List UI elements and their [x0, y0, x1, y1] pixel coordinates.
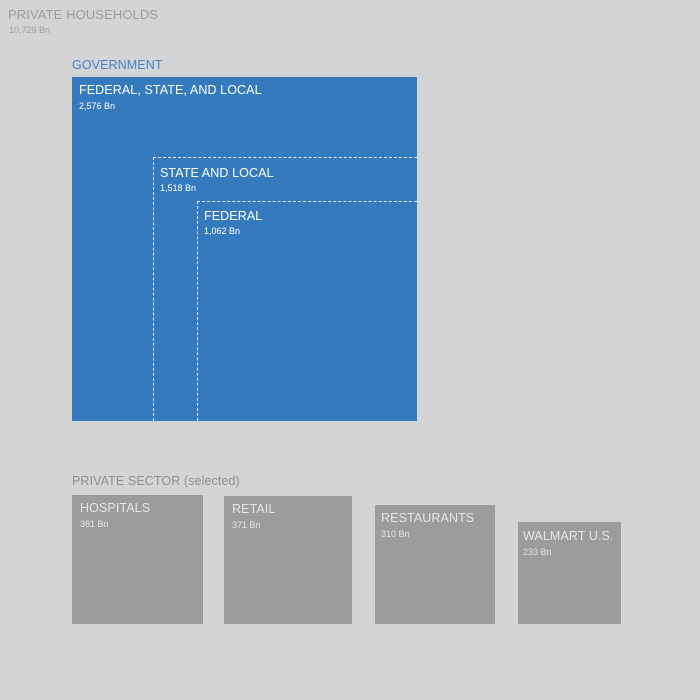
federal-label: FEDERAL	[204, 209, 263, 223]
gov-box-state-local[interactable]: STATE AND LOCAL 1,518 Bn	[153, 157, 417, 421]
ps-box-hospitals[interactable]: HOSPITALS 381 Bn	[72, 495, 203, 624]
ps-value-restaurants: 310 Bn	[381, 529, 410, 539]
ps-box-restaurants[interactable]: RESTAURANTS 310 Bn	[375, 505, 495, 624]
households-value: 10,729 Bn	[9, 25, 51, 35]
ps-value-hospitals: 381 Bn	[80, 519, 109, 529]
ps-value-walmart: 233 Bn	[523, 547, 552, 557]
gov-box-value: 2,576 Bn	[79, 101, 116, 111]
ps-label-walmart: WALMART U.S.	[523, 529, 614, 543]
gov-box-federal-state-local[interactable]: FEDERAL, STATE, AND LOCAL 2,576 Bn	[72, 77, 417, 421]
government-section-title: GOVERNMENT	[72, 58, 163, 72]
households-label: PRIVATE HOUSEHOLDS	[8, 7, 159, 22]
ps-label-hospitals: HOSPITALS	[80, 501, 151, 515]
state-local-value: 1,518 Bn	[160, 183, 197, 193]
ps-box-walmart[interactable]: WALMART U.S. 233 Bn	[518, 522, 621, 624]
federal-value: 1,062 Bn	[204, 226, 241, 236]
state-local-label: STATE AND LOCAL	[160, 166, 274, 180]
private-sector-section-title: PRIVATE SECTOR (selected)	[72, 474, 240, 488]
ps-value-retail: 371 Bn	[232, 520, 261, 530]
ps-box-retail[interactable]: RETAIL 371 Bn	[224, 496, 352, 624]
gov-box-federal[interactable]: FEDERAL 1,062 Bn	[197, 201, 417, 421]
ps-label-retail: RETAIL	[232, 502, 276, 516]
gov-box-label: FEDERAL, STATE, AND LOCAL	[79, 83, 262, 97]
ps-label-restaurants: RESTAURANTS	[381, 511, 475, 525]
